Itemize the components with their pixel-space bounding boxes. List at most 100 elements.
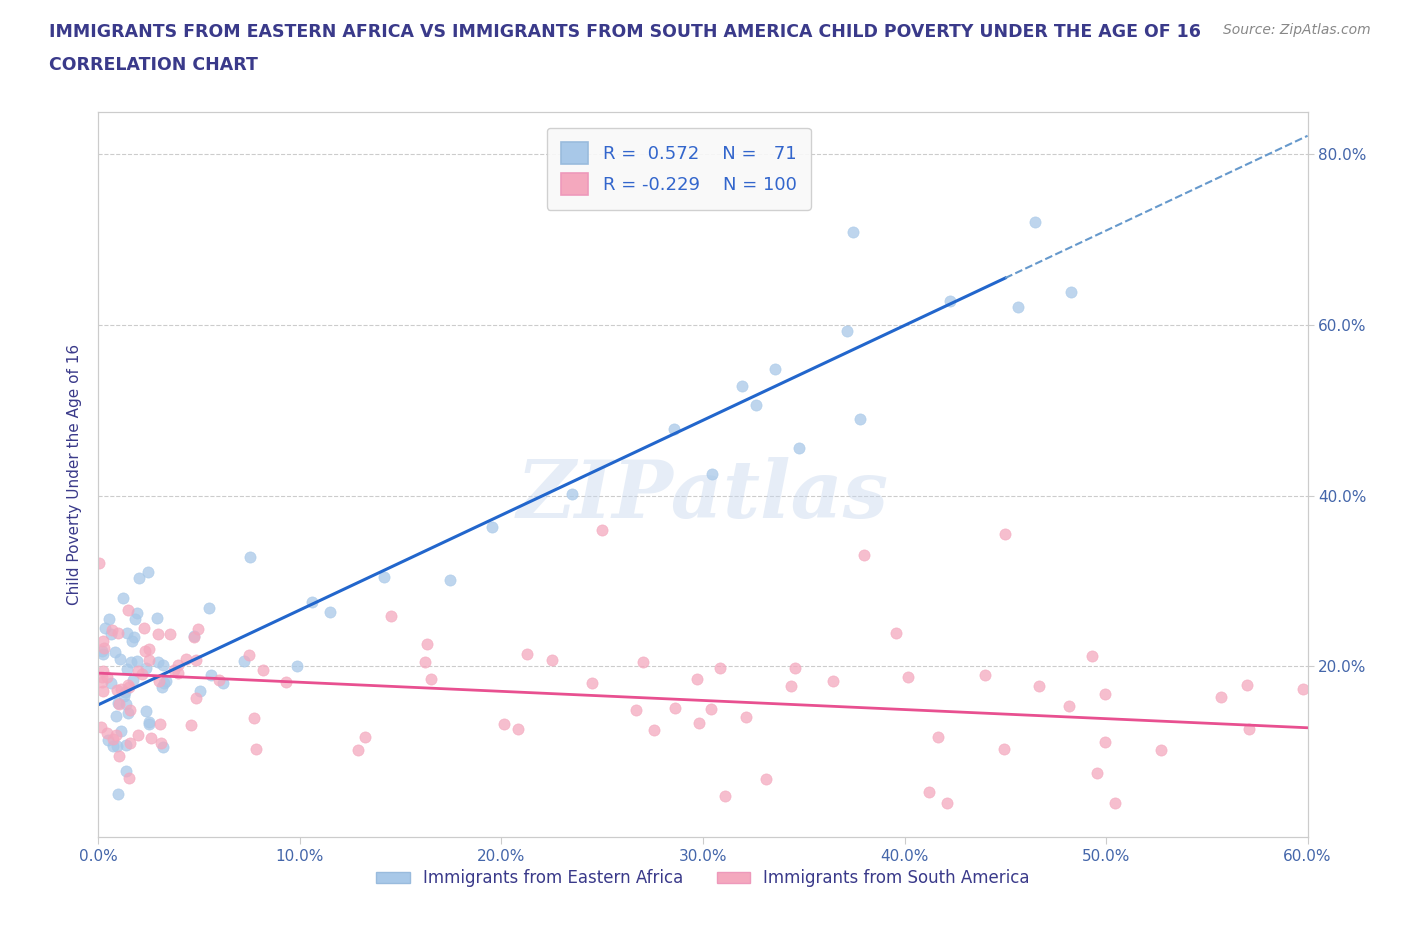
Point (373, 570, 395, 585)
Point (1028, 679, 1050, 694)
Point (184, 652, 207, 667)
Point (686, 672, 709, 687)
Point (135, 660, 157, 675)
Point (152, 679, 174, 694)
Point (198, 601, 221, 616)
Point (125, 605, 148, 620)
Point (108, 749, 131, 764)
Point (97, 611, 120, 626)
Point (918, 785, 941, 800)
Point (148, 655, 170, 670)
Point (239, 550, 262, 565)
Point (347, 742, 370, 757)
Point (108, 697, 131, 711)
Point (121, 672, 143, 687)
Point (1024, 214, 1046, 229)
Point (699, 701, 721, 716)
Point (420, 671, 443, 686)
Point (120, 703, 142, 718)
Point (1007, 299, 1029, 314)
Point (107, 787, 129, 802)
Point (153, 675, 176, 690)
Point (115, 697, 138, 711)
Point (97, 733, 120, 748)
Point (87, 556, 110, 571)
Point (974, 668, 997, 683)
Point (935, 795, 957, 810)
Point (118, 770, 141, 785)
Point (755, 771, 778, 786)
Point (416, 636, 439, 651)
Point (897, 670, 920, 684)
Point (152, 739, 174, 754)
Text: Source: ZipAtlas.com: Source: ZipAtlas.com (1223, 23, 1371, 37)
Point (166, 658, 188, 672)
Point (149, 716, 172, 731)
Point (319, 604, 342, 619)
Point (783, 660, 806, 675)
Point (148, 673, 170, 688)
Point (115, 626, 138, 641)
Point (110, 682, 132, 697)
Point (124, 611, 146, 626)
Point (183, 629, 205, 644)
Point (120, 736, 142, 751)
Point (301, 594, 323, 609)
Point (121, 634, 143, 649)
Point (117, 603, 139, 618)
Point (134, 620, 156, 635)
Point (90, 670, 112, 684)
Point (112, 591, 135, 606)
Point (114, 684, 136, 699)
Point (481, 519, 503, 534)
Text: CORRELATION CHART: CORRELATION CHART (49, 56, 259, 73)
Point (93, 641, 115, 656)
Point (232, 654, 254, 669)
Point (1057, 698, 1080, 713)
Point (274, 674, 297, 689)
Point (100, 622, 122, 637)
Point (138, 715, 160, 730)
Point (730, 379, 752, 393)
Point (107, 695, 129, 710)
Point (96, 725, 118, 740)
Point (1292, 682, 1315, 697)
Point (380, 608, 402, 623)
Point (93, 621, 115, 636)
Point (110, 724, 132, 738)
Point (152, 658, 174, 672)
Point (581, 676, 603, 691)
Point (1323, 737, 1346, 752)
Point (155, 673, 177, 688)
Point (91, 684, 114, 698)
Point (90, 674, 112, 689)
Point (1236, 677, 1258, 692)
Point (245, 741, 267, 756)
Point (211, 675, 233, 690)
Point (561, 486, 583, 501)
Point (884, 626, 907, 641)
Point (104, 709, 127, 724)
Point (413, 654, 436, 669)
Point (183, 630, 205, 644)
Point (591, 523, 613, 538)
Point (159, 626, 181, 641)
Point (115, 737, 138, 752)
Point (93, 633, 115, 648)
Point (117, 705, 139, 720)
Point (101, 738, 124, 753)
Point (506, 722, 529, 737)
Point (662, 421, 685, 436)
Point (105, 683, 128, 698)
Point (100, 675, 122, 690)
Point (118, 679, 141, 694)
Point (108, 652, 131, 667)
Point (148, 627, 170, 642)
Point (120, 655, 142, 670)
Point (138, 653, 160, 668)
Point (1323, 696, 1346, 711)
Point (938, 294, 960, 309)
Point (688, 715, 710, 730)
Point (252, 663, 274, 678)
Point (200, 668, 222, 683)
